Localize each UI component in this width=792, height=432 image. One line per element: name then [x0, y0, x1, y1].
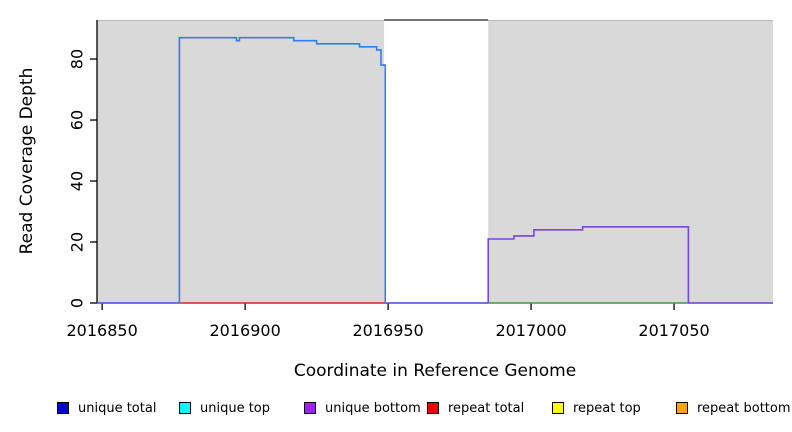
series-line-unique-total-coverage [178, 36, 387, 303]
legend-swatch-icon [57, 402, 69, 414]
x-tick-label: 2017000 [495, 321, 566, 340]
legend-swatch-icon [552, 402, 564, 414]
y-axis-title: Read Coverage Depth [17, 67, 37, 255]
legend-swatch-icon [427, 402, 439, 414]
y-tick-label: 20 [68, 232, 87, 252]
legend-label: unique total [78, 400, 157, 416]
legend-swatch-icon [676, 402, 688, 414]
legend-swatch-icon [304, 402, 316, 414]
series-line-unique-bottom-coverage [487, 226, 690, 303]
y-tick-label: 80 [68, 49, 87, 69]
x-tick-label: 2016850 [67, 321, 138, 340]
legend-label: repeat bottom [697, 400, 791, 416]
legend-label: repeat total [448, 400, 525, 416]
x-tick-label: 2016900 [209, 321, 280, 340]
y-tick-label: 60 [68, 110, 87, 130]
x-axis-title: Coordinate in Reference Genome [293, 361, 577, 381]
legend-swatch-icon [179, 402, 191, 414]
legend-item-unique-top: unique top [179, 397, 270, 419]
legend-item-unique-bottom: unique bottom [304, 397, 421, 419]
legend-item-unique-total: unique total [57, 397, 156, 419]
y-tick-label: 40 [68, 171, 87, 191]
y-tick-label: 0 [68, 298, 87, 308]
legend-item-repeat-top: repeat top [552, 397, 641, 419]
legend-item-repeat-bottom: repeat bottom [676, 397, 791, 419]
shaded-coverage-region [488, 20, 773, 303]
chart-legend: unique total unique top unique bottom repea… [0, 397, 792, 421]
legend-label: unique bottom [325, 400, 421, 416]
legend-item-repeat-total: repeat total [427, 397, 524, 419]
legend-label: unique top [200, 400, 271, 416]
shaded-coverage-region [97, 20, 385, 303]
x-tick-label: 2016950 [352, 321, 423, 340]
x-tick-label: 2017050 [638, 321, 709, 340]
legend-label: repeat top [573, 400, 641, 416]
